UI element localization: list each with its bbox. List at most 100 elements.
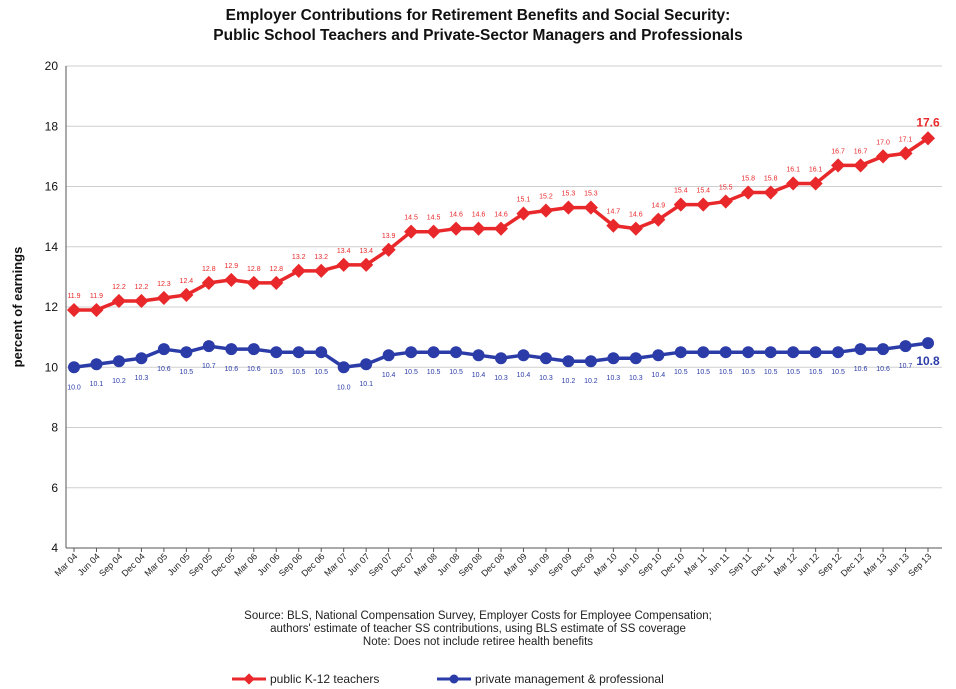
grid-lines <box>66 65 942 549</box>
data-point <box>875 149 891 164</box>
source-line-1: Source: BLS, National Compensation Surve… <box>244 610 712 622</box>
data-label: 11.9 <box>67 293 80 300</box>
data-point <box>920 131 936 146</box>
data-label: 14.6 <box>494 212 508 219</box>
data-point <box>674 346 687 359</box>
data-label: 12.8 <box>202 266 216 273</box>
data-label: 13.4 <box>359 248 373 255</box>
data-point <box>66 302 82 318</box>
series-teachers: 11.9 11.9 12.2 12.2 12.3 12.4 12.8 12.9 12.8 12.8… <box>66 115 940 318</box>
data-label: 15.3 <box>584 191 598 198</box>
data-label: 15.8 <box>764 176 778 183</box>
data-label: 14.6 <box>629 212 643 219</box>
data-point <box>539 352 552 365</box>
data-label: 12.8 <box>247 266 261 273</box>
y-tick-20: 20 <box>45 59 59 73</box>
data-label: 10.5 <box>719 369 733 376</box>
x-tick-label: Mar 11 <box>682 551 708 577</box>
x-tick-label: Sep 10 <box>636 551 663 578</box>
data-point <box>584 355 597 368</box>
series-private: 10.0 10.1 10.2 10.3 10.6 10.5 10.7 10.6 10.6 10.5… <box>67 337 940 391</box>
data-point <box>742 346 755 359</box>
data-point <box>719 346 732 359</box>
data-point <box>922 337 934 350</box>
data-point <box>112 355 125 368</box>
data-point <box>538 203 554 218</box>
data-label: 11.9 <box>90 293 103 300</box>
data-point <box>90 358 103 371</box>
data-label: 15.4 <box>674 188 688 195</box>
data-point <box>314 263 329 278</box>
data-point <box>381 242 396 257</box>
data-point <box>360 358 373 371</box>
data-point <box>629 352 642 365</box>
data-label: 10.5 <box>449 369 463 376</box>
source-note: Source: BLS, National Compensation Surve… <box>0 610 956 649</box>
data-label: 10.5 <box>741 369 755 376</box>
x-tick-label: Dec 04 <box>120 551 147 578</box>
data-label: 15.3 <box>562 191 576 198</box>
data-label: 15.1 <box>517 197 531 204</box>
data-point <box>832 346 845 359</box>
data-point <box>135 352 148 365</box>
data-label: 10.6 <box>247 366 261 373</box>
data-point <box>899 340 912 353</box>
data-label: 10.5 <box>404 369 418 376</box>
y-axis-label: percent of earnings <box>10 247 25 368</box>
y-tick-10: 10 <box>45 360 59 374</box>
x-tick-label: Dec 08 <box>479 551 506 578</box>
data-point <box>202 340 215 353</box>
data-label: 10.5 <box>809 369 823 376</box>
x-tick-label: Mar 09 <box>502 551 529 578</box>
data-label: 10.1 <box>359 381 373 388</box>
x-tick-label: Dec 10 <box>659 551 686 578</box>
x-tick-label: Mar 08 <box>412 551 439 578</box>
x-tick-label: Sep 08 <box>457 551 484 578</box>
data-label: 10.6 <box>854 366 868 373</box>
data-point <box>628 221 643 236</box>
data-point <box>337 361 350 374</box>
data-label: 15.8 <box>741 176 755 183</box>
x-tick-label: Mar 07 <box>322 551 349 578</box>
data-label: 10.8 <box>916 354 940 368</box>
data-label: 14.5 <box>404 215 418 222</box>
data-label: 14.9 <box>652 203 666 210</box>
data-point <box>246 275 261 290</box>
data-label: 10.7 <box>899 363 913 370</box>
data-point <box>741 185 756 200</box>
x-tick-label: Sep 07 <box>367 551 394 578</box>
chart-title-line-2: Public School Teachers and Private-Secto… <box>213 27 743 44</box>
y-tick-8: 8 <box>51 421 58 435</box>
data-label: 16.1 <box>786 166 800 173</box>
data-point <box>607 352 620 365</box>
legend-label-private: private management & professional <box>475 672 664 686</box>
data-point <box>493 221 509 236</box>
data-point <box>606 218 621 233</box>
data-label: 10.5 <box>269 369 283 376</box>
data-point <box>516 206 531 221</box>
data-label: 10.2 <box>584 378 598 385</box>
chart-title: Employer Contributions for Retirement Be… <box>0 6 956 46</box>
x-tick-label: Dec 12 <box>839 551 866 578</box>
data-label: 10.3 <box>494 375 508 382</box>
data-label: 10.6 <box>876 366 890 373</box>
data-label: 17.0 <box>876 139 890 146</box>
data-point <box>427 346 440 359</box>
data-label: 10.5 <box>314 369 328 376</box>
data-label: 12.2 <box>135 284 149 291</box>
data-point <box>763 185 778 200</box>
data-point <box>180 346 193 359</box>
x-tick-label: Mar 05 <box>142 551 169 578</box>
data-label: 10.5 <box>427 369 441 376</box>
data-label: 15.2 <box>539 194 553 201</box>
data-point <box>673 197 688 212</box>
x-tick-label: Dec 11 <box>749 551 776 578</box>
data-point <box>696 197 711 212</box>
data-point <box>225 343 238 356</box>
data-point <box>68 361 80 374</box>
data-point <box>495 352 507 365</box>
data-point <box>697 346 710 359</box>
chart-title-line-1: Employer Contributions for Retirement Be… <box>225 7 731 24</box>
data-label: 14.5 <box>427 215 441 222</box>
data-label: 10.0 <box>337 384 351 391</box>
